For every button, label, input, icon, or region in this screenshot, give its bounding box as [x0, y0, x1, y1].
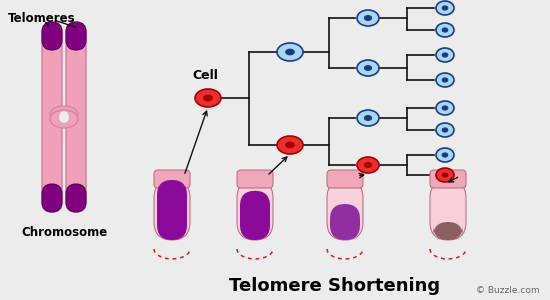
FancyBboxPatch shape [430, 180, 466, 240]
Ellipse shape [357, 157, 379, 173]
Ellipse shape [436, 73, 454, 87]
FancyBboxPatch shape [42, 22, 62, 212]
Ellipse shape [50, 110, 78, 128]
FancyBboxPatch shape [237, 170, 273, 188]
Ellipse shape [442, 27, 448, 33]
Text: © Buzzle.com: © Buzzle.com [476, 286, 540, 295]
FancyBboxPatch shape [433, 222, 463, 240]
Ellipse shape [357, 10, 379, 26]
FancyBboxPatch shape [327, 180, 363, 240]
Text: Telomere Shortening: Telomere Shortening [229, 277, 441, 295]
Ellipse shape [442, 128, 448, 133]
Ellipse shape [357, 110, 379, 126]
Ellipse shape [442, 77, 448, 83]
Ellipse shape [59, 111, 69, 123]
FancyBboxPatch shape [157, 180, 187, 240]
FancyBboxPatch shape [154, 170, 190, 188]
FancyBboxPatch shape [66, 22, 86, 212]
FancyBboxPatch shape [240, 191, 270, 240]
Ellipse shape [285, 49, 295, 56]
FancyBboxPatch shape [154, 180, 190, 240]
Text: Telomeres: Telomeres [8, 12, 76, 25]
FancyBboxPatch shape [237, 180, 273, 240]
Ellipse shape [195, 89, 221, 107]
Ellipse shape [442, 152, 448, 158]
Ellipse shape [442, 172, 448, 178]
Ellipse shape [436, 123, 454, 137]
Ellipse shape [442, 52, 448, 58]
Ellipse shape [436, 23, 454, 37]
Ellipse shape [436, 1, 454, 15]
FancyBboxPatch shape [327, 170, 363, 188]
Ellipse shape [442, 105, 448, 111]
Ellipse shape [442, 5, 448, 10]
FancyBboxPatch shape [430, 170, 466, 188]
FancyBboxPatch shape [66, 184, 86, 212]
Ellipse shape [436, 48, 454, 62]
Ellipse shape [436, 101, 454, 115]
Ellipse shape [277, 136, 303, 154]
FancyBboxPatch shape [66, 22, 86, 50]
Ellipse shape [203, 94, 213, 101]
Ellipse shape [50, 106, 78, 124]
Text: Chromosome: Chromosome [21, 226, 107, 239]
Ellipse shape [364, 15, 372, 21]
Ellipse shape [364, 162, 372, 168]
Ellipse shape [285, 142, 295, 148]
Ellipse shape [364, 65, 372, 71]
Ellipse shape [277, 43, 303, 61]
FancyBboxPatch shape [42, 22, 62, 50]
Ellipse shape [436, 148, 454, 162]
Ellipse shape [357, 60, 379, 76]
FancyBboxPatch shape [330, 204, 360, 240]
Ellipse shape [364, 115, 372, 121]
Text: Cell: Cell [192, 69, 218, 82]
Ellipse shape [436, 168, 454, 182]
FancyBboxPatch shape [42, 184, 62, 212]
